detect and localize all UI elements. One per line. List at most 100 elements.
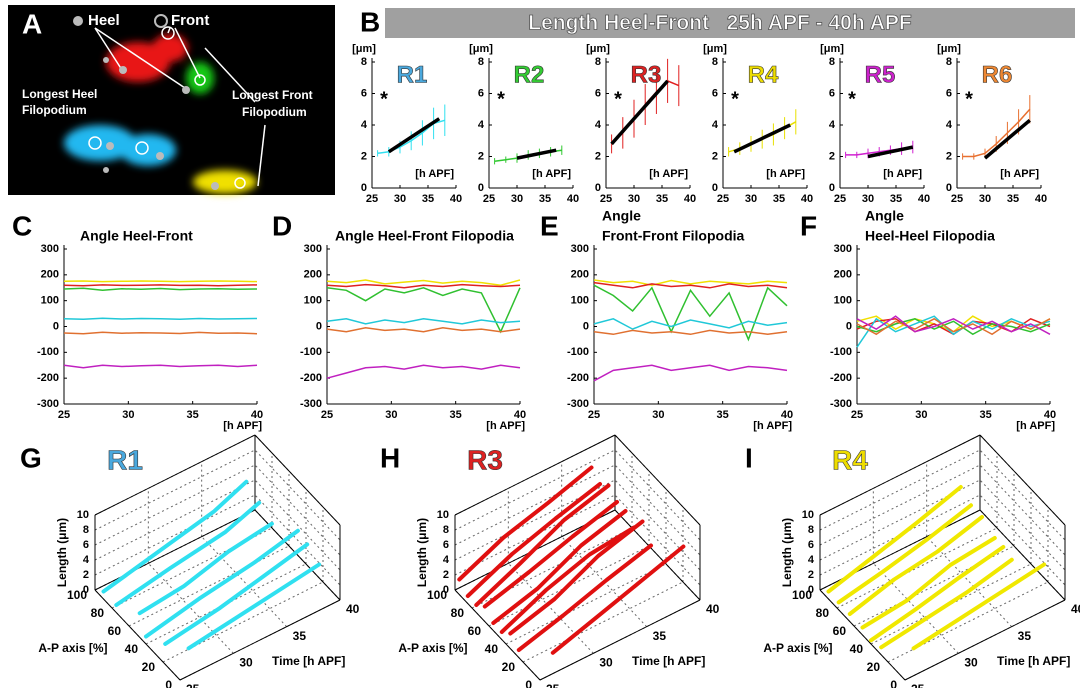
x-label: [h APF] bbox=[486, 420, 525, 432]
x-tick-label: 35 bbox=[450, 409, 462, 421]
grid-line bbox=[147, 562, 234, 654]
x-label: [h APF] bbox=[766, 168, 805, 180]
grid-line bbox=[201, 536, 288, 628]
x-label: [h APF] bbox=[883, 168, 922, 180]
y-tick-label: 0 bbox=[595, 182, 601, 194]
panel-letter: H bbox=[380, 442, 400, 473]
x-tick-label: 30 bbox=[239, 656, 253, 670]
track bbox=[847, 515, 984, 616]
y-label: [μm] bbox=[352, 43, 376, 55]
fit-line bbox=[516, 148, 557, 160]
track bbox=[482, 500, 619, 609]
x-tick-label: 30 bbox=[385, 409, 397, 421]
y-tick-label: 4 bbox=[712, 119, 719, 131]
chart-title: R1 bbox=[397, 61, 428, 88]
track bbox=[836, 503, 973, 605]
grid-line bbox=[819, 479, 1066, 571]
y-tick-label: 6 bbox=[361, 87, 367, 99]
y-tick-label: 2 bbox=[712, 150, 718, 162]
y-tick-label: 20 bbox=[502, 660, 516, 674]
series-line bbox=[593, 329, 788, 336]
x-tick-label: 35 bbox=[980, 409, 992, 421]
y-tick-label: 100 bbox=[571, 295, 589, 307]
y-tick-label: -200 bbox=[567, 372, 589, 384]
series-line bbox=[326, 279, 521, 286]
track bbox=[144, 528, 300, 639]
y-tick-label: 0 bbox=[165, 678, 172, 688]
fit-line bbox=[610, 79, 669, 146]
track bbox=[860, 536, 997, 630]
y-label: [μm] bbox=[937, 43, 961, 55]
box-edge bbox=[904, 599, 1066, 681]
y-tick-label: 6 bbox=[478, 87, 484, 99]
box-edge bbox=[539, 599, 701, 681]
x-tick-label: 30 bbox=[915, 409, 927, 421]
x-tick-label: 25 bbox=[186, 682, 200, 688]
fit-line bbox=[983, 118, 1031, 160]
y-tick-label: 2 bbox=[829, 150, 835, 162]
series-line bbox=[593, 279, 788, 286]
box-edge bbox=[819, 434, 981, 516]
x-tick-label: 25 bbox=[834, 193, 846, 205]
x-tick-label: 35 bbox=[1007, 193, 1019, 205]
grid-line bbox=[94, 464, 341, 556]
x-tick-label: 35 bbox=[293, 629, 307, 643]
z-tick-label: 4 bbox=[443, 554, 450, 566]
label-longest-heel: Filopodium bbox=[22, 103, 87, 117]
x-tick-label: 30 bbox=[862, 193, 874, 205]
y-tick-label: 200 bbox=[571, 269, 589, 281]
z-tick-label: 0 bbox=[808, 584, 814, 596]
chart-title: R4 bbox=[832, 444, 868, 475]
y-tick-label: 4 bbox=[946, 119, 953, 131]
box-edge bbox=[94, 589, 181, 681]
x-tick-label: 30 bbox=[745, 193, 757, 205]
x-tick-label: 30 bbox=[652, 409, 664, 421]
track bbox=[869, 545, 1006, 643]
series-line bbox=[593, 284, 788, 342]
y-tick-label: 0 bbox=[829, 182, 835, 194]
z-tick-label: 10 bbox=[77, 509, 89, 521]
grid-line bbox=[454, 464, 701, 556]
y-tick-label: 0 bbox=[525, 678, 532, 688]
panel-letter: E bbox=[540, 210, 559, 241]
series-line bbox=[593, 364, 788, 382]
grid-line bbox=[522, 581, 684, 663]
y-tick-label: 0 bbox=[946, 182, 952, 194]
annotation: * bbox=[497, 88, 505, 110]
x-tick-label: 35 bbox=[187, 409, 199, 421]
y-tick-label: 0 bbox=[316, 320, 322, 332]
y-tick-label: 6 bbox=[946, 87, 952, 99]
y-tick-label: 60 bbox=[833, 624, 847, 638]
z-tick-label: 4 bbox=[808, 554, 815, 566]
x-tick-label: 30 bbox=[628, 193, 640, 205]
series-line bbox=[63, 280, 258, 283]
y-tick-label: 100 bbox=[427, 588, 447, 602]
series-line bbox=[63, 331, 258, 335]
track bbox=[465, 482, 602, 598]
y-tick-label: 40 bbox=[485, 642, 499, 656]
series-line bbox=[593, 281, 788, 289]
x-label: [h APF] bbox=[649, 168, 688, 180]
track bbox=[499, 525, 636, 634]
annotation: * bbox=[731, 88, 739, 110]
grid-line bbox=[507, 562, 594, 654]
annotation: * bbox=[614, 88, 622, 110]
z-label: Length (μm) bbox=[415, 518, 429, 587]
box-edge bbox=[179, 599, 341, 681]
x-tick-label: 25 bbox=[546, 682, 560, 688]
x-tick-label: 25 bbox=[58, 409, 70, 421]
y-tick-label: 0 bbox=[583, 320, 589, 332]
series-line bbox=[962, 108, 1031, 158]
x-tick-label: 35 bbox=[890, 193, 902, 205]
y-label: [μm] bbox=[469, 43, 493, 55]
z-tick-label: 10 bbox=[437, 509, 449, 521]
chart-title: R1 bbox=[107, 444, 143, 475]
y-tick-label: 0 bbox=[478, 182, 484, 194]
track bbox=[163, 542, 310, 646]
y-tick-label: 6 bbox=[829, 87, 835, 99]
grid-line bbox=[926, 536, 1013, 628]
y-tick-label: 60 bbox=[108, 624, 122, 638]
x-tick-label: 25 bbox=[851, 409, 863, 421]
track bbox=[516, 543, 653, 652]
chart-title: Angle bbox=[602, 208, 641, 224]
